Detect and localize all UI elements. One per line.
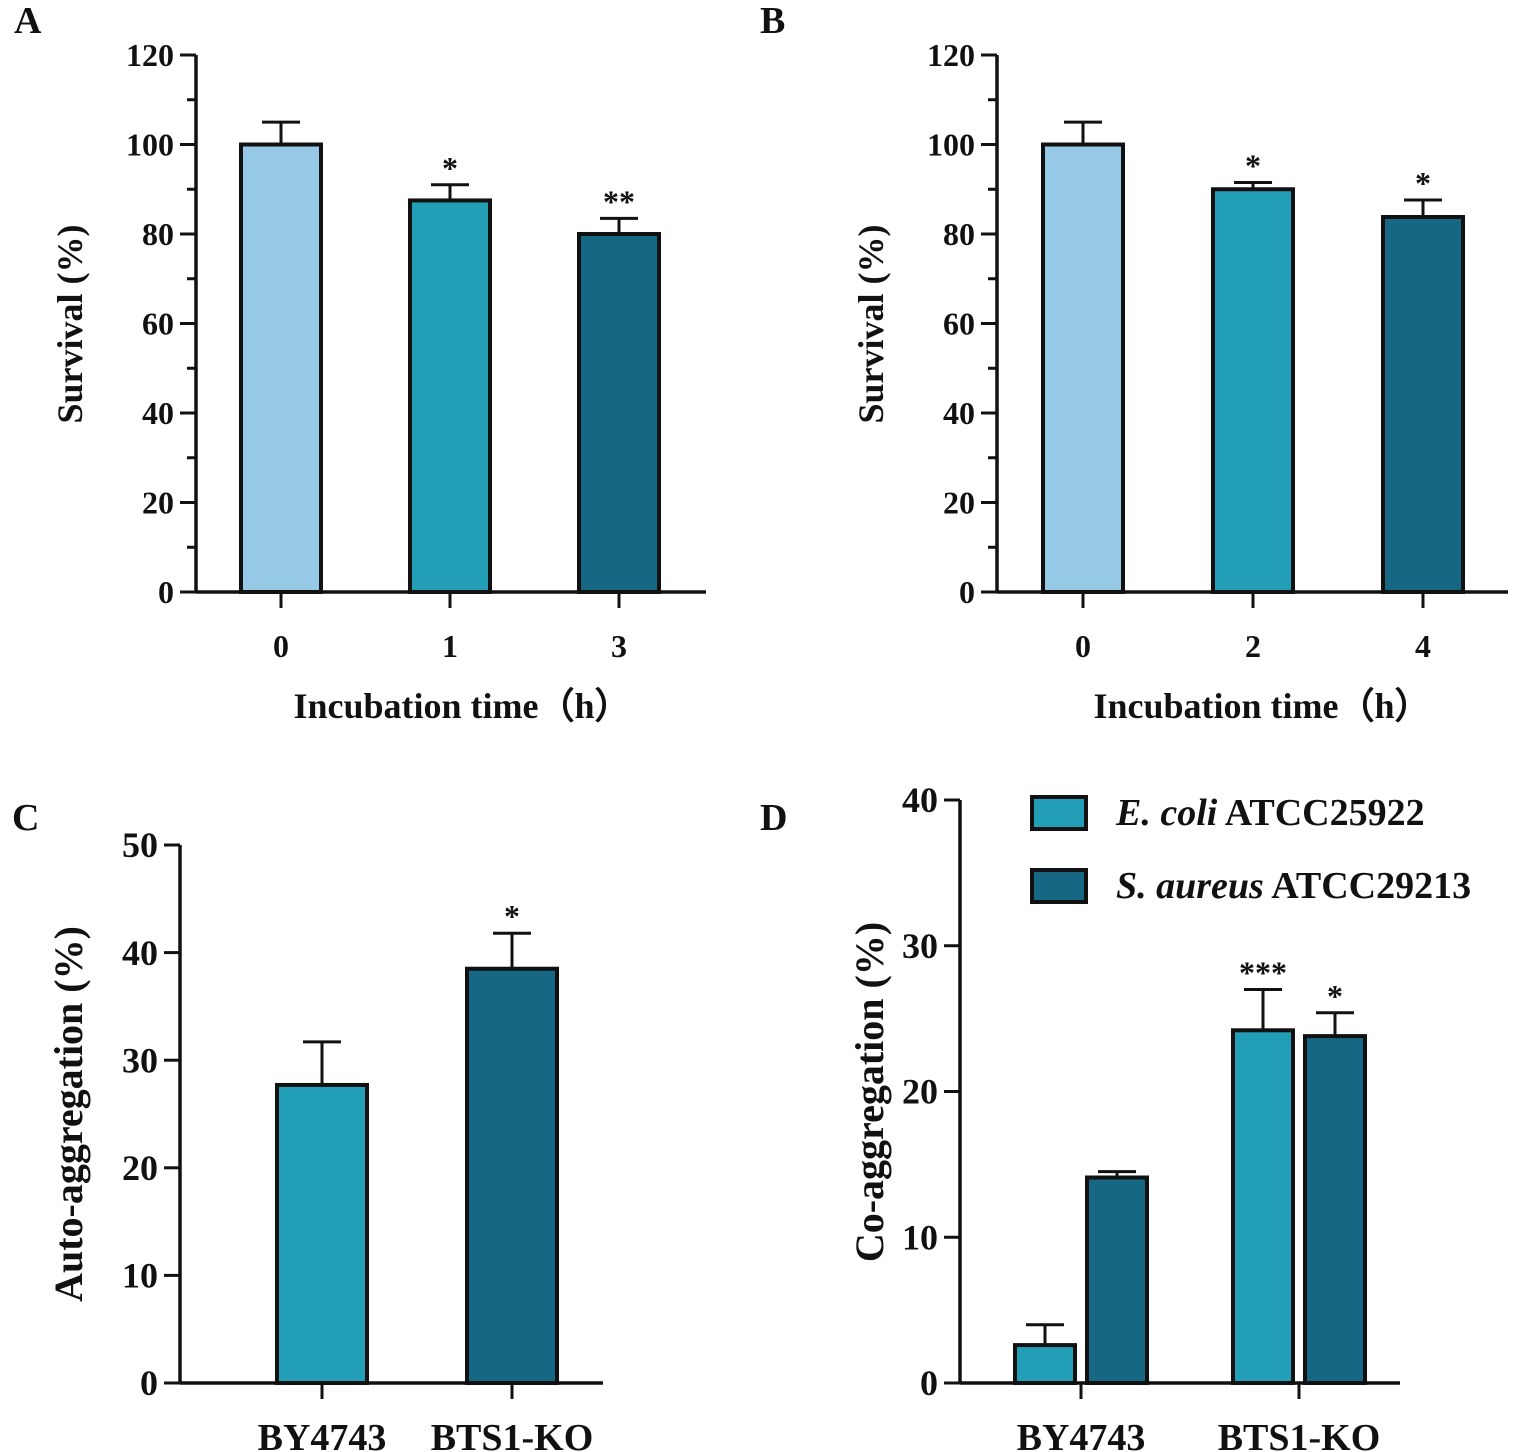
x-tick-label: 1 [442,628,458,664]
y-tick-label: 80 [943,216,975,252]
bar [1085,1175,1149,1386]
y-tick-label: 50 [122,825,158,865]
panel-letter: B [760,0,785,42]
legend-species: S. aureus [1116,865,1264,907]
significance-mark: *** [1239,954,1287,990]
bar [1381,214,1465,594]
panel-letter: C [12,797,39,839]
y-tick-label: 100 [927,126,975,162]
y-tick-label: 0 [158,574,174,610]
x-tick-label: 0 [1075,628,1091,664]
significance-mark: * [1327,978,1343,1014]
bar [465,966,559,1385]
y-tick-label: 30 [902,926,938,966]
x-tick-label: BTS1-KO [431,1417,594,1452]
x-tick-label: BY4743 [1017,1417,1146,1452]
y-tick-label: 0 [959,574,975,610]
y-tick-label: 20 [122,1148,158,1188]
bar [1231,1028,1295,1386]
y-axis-title: Auto-aggregation (%) [46,926,91,1302]
legend-label: E. coli ATCC25922 [1115,792,1425,834]
significance-mark: ** [603,183,635,219]
x-tick-label: BTS1-KO [1218,1417,1381,1452]
y-tick-label: 0 [140,1363,158,1403]
y-tick-label: 10 [902,1217,938,1257]
panel-letter: A [14,0,42,42]
legend-species: E. coli [1115,792,1218,834]
significance-mark: * [442,150,458,186]
bar [239,142,323,594]
significance-mark: * [504,898,520,934]
y-tick-label: 120 [126,37,174,73]
bar [577,232,661,594]
y-tick-label: 10 [122,1256,158,1296]
bar [1041,142,1125,594]
bar [1013,1343,1077,1385]
x-tick-label: 0 [273,628,289,664]
y-tick-label: 100 [126,126,174,162]
y-tick-label: 40 [122,933,158,973]
y-tick-label: 60 [142,305,174,341]
y-tick-label: 20 [142,484,174,520]
x-tick-label: BY4743 [258,1417,387,1452]
significance-mark: * [1245,148,1261,184]
y-axis-title: Survival (%) [851,224,891,423]
y-tick-label: 40 [902,780,938,820]
legend-strain: ATCC25922 [1217,792,1424,834]
legend: E. coli ATCC25922 S. aureus ATCC29213 [1030,792,1471,907]
y-tick-label: 40 [142,395,174,431]
x-tick-label: 2 [1245,628,1261,664]
legend-strain: ATCC29213 [1264,865,1471,907]
bar [1303,1034,1367,1385]
legend-swatch [1030,868,1088,904]
panel-letter: D [760,797,787,839]
bar [408,198,492,594]
legend-label: S. aureus ATCC29213 [1116,865,1471,907]
panel-c: C 0 10 20 30 40 50 Auto-aggregation (%) BY4743 * B… [12,797,603,1452]
y-tick-label: 40 [943,395,975,431]
y-axis-title: Co-aggregation (%) [847,922,892,1262]
significance-mark: * [1415,165,1431,201]
x-axis-title: Incubation time（h） [1093,686,1430,726]
y-tick-label: 20 [902,1072,938,1112]
panel-a: A 0 20 40 60 80 100 120 Survival (%) Incubation t… [14,0,706,726]
y-tick-label: 60 [943,305,975,341]
y-tick-label: 80 [142,216,174,252]
bar [275,1082,369,1385]
x-tick-label: 3 [611,628,627,664]
y-tick-label: 20 [943,484,975,520]
y-tick-label: 30 [122,1040,158,1080]
y-axis-title: Survival (%) [50,224,90,423]
x-tick-label: 4 [1415,628,1431,664]
y-tick-label: 0 [920,1363,938,1403]
x-axis-title: Incubation time（h） [293,686,630,726]
legend-swatch [1030,795,1088,831]
bar [1211,187,1295,594]
y-tick-label: 120 [927,37,975,73]
